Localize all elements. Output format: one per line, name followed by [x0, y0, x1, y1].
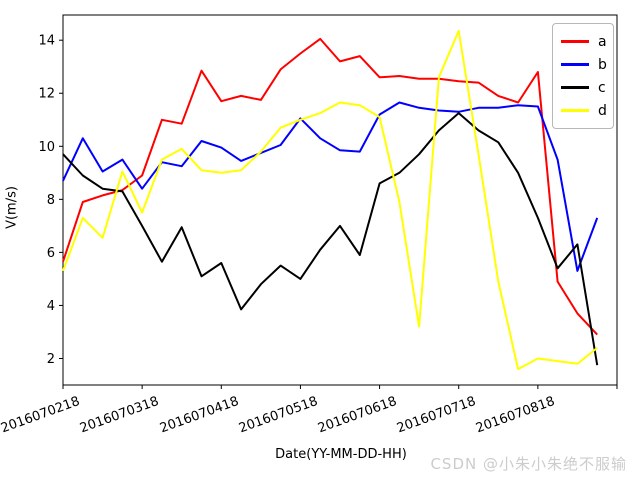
series-b-line: [62, 101, 599, 272]
y-tick-label: 12: [38, 87, 55, 102]
legend-entry-c: c: [561, 76, 606, 99]
series-c-swatch: [561, 86, 589, 89]
series-d-swatch: [561, 109, 589, 112]
legend-entry-d: d: [561, 99, 607, 122]
y-axis-label: V(m/s): [4, 186, 20, 229]
legend-label-b: b: [598, 56, 607, 73]
y-tick-label: 4: [47, 299, 55, 314]
y-tick-label: 6: [47, 246, 55, 261]
series-a-swatch: [561, 40, 589, 43]
y-tick-label: 10: [38, 140, 55, 155]
legend-label-d: d: [598, 102, 607, 119]
series-b-swatch: [561, 63, 589, 66]
watermark: CSDN @小朱小朱绝不服输: [430, 455, 627, 473]
legend-entry-a: a: [561, 30, 607, 53]
legend: a b c d: [552, 23, 614, 129]
legend-label-a: a: [598, 33, 607, 50]
series-c-line: [62, 112, 599, 366]
y-tick-label: 14: [38, 34, 55, 49]
series-a-line: [62, 37, 598, 336]
legend-entry-b: b: [561, 53, 607, 76]
legend-label-c: c: [598, 79, 606, 96]
x-axis-label: Date(YY-MM-DD-HH): [275, 447, 407, 462]
plot-border: [62, 14, 618, 386]
series-d-line: [62, 29, 598, 371]
y-tick-label: 2: [47, 352, 55, 367]
y-tick-label: 8: [47, 193, 55, 208]
